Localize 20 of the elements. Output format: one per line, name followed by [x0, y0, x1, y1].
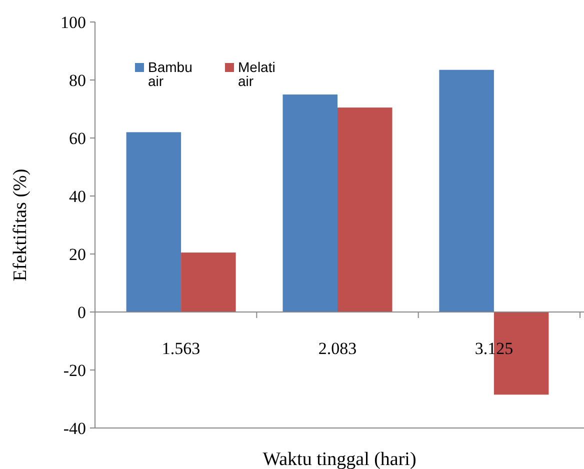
bar: [126, 132, 182, 312]
y-tick-label: 60: [69, 128, 86, 148]
y-tick-label: -20: [63, 360, 86, 380]
y-tick-label: 100: [60, 12, 86, 32]
x-axis-title: Waktu tinggal (hari): [262, 449, 416, 469]
x-tick-label: 2.083: [318, 339, 357, 358]
x-tick-label: 3.125: [474, 339, 514, 358]
y-tick-label: 0: [78, 302, 86, 322]
x-tick-label: 1.563: [162, 339, 200, 358]
bar: [181, 252, 236, 312]
y-tick-label: 20: [69, 244, 86, 264]
legend-label: Bambu air: [148, 58, 192, 89]
y-tick-label: 80: [69, 70, 86, 90]
bar: [439, 70, 494, 312]
legend-label: Melati air: [238, 58, 276, 89]
bar: [282, 94, 338, 312]
bar: [338, 108, 392, 312]
y-tick-label: -40: [63, 418, 86, 438]
y-axis-title: Efektifitas (%): [10, 168, 31, 282]
y-tick-label: 40: [69, 186, 86, 206]
